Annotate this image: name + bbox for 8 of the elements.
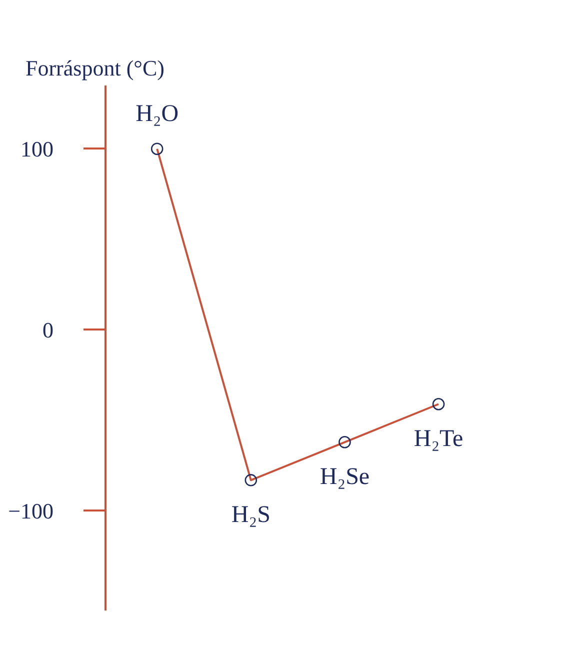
y-tick-label: 0 [42,317,54,342]
x-tick-label: H₂Se [320,464,370,490]
y-tick-label: −100 [8,498,54,524]
x-tick-label: H₂S [231,502,270,528]
y-tick-label: 100 [20,136,54,162]
x-tick-label: H₂O [136,101,179,128]
chart-title: Forráspont (°C) [26,56,164,80]
x-tick-label: H₂Te [414,426,464,452]
